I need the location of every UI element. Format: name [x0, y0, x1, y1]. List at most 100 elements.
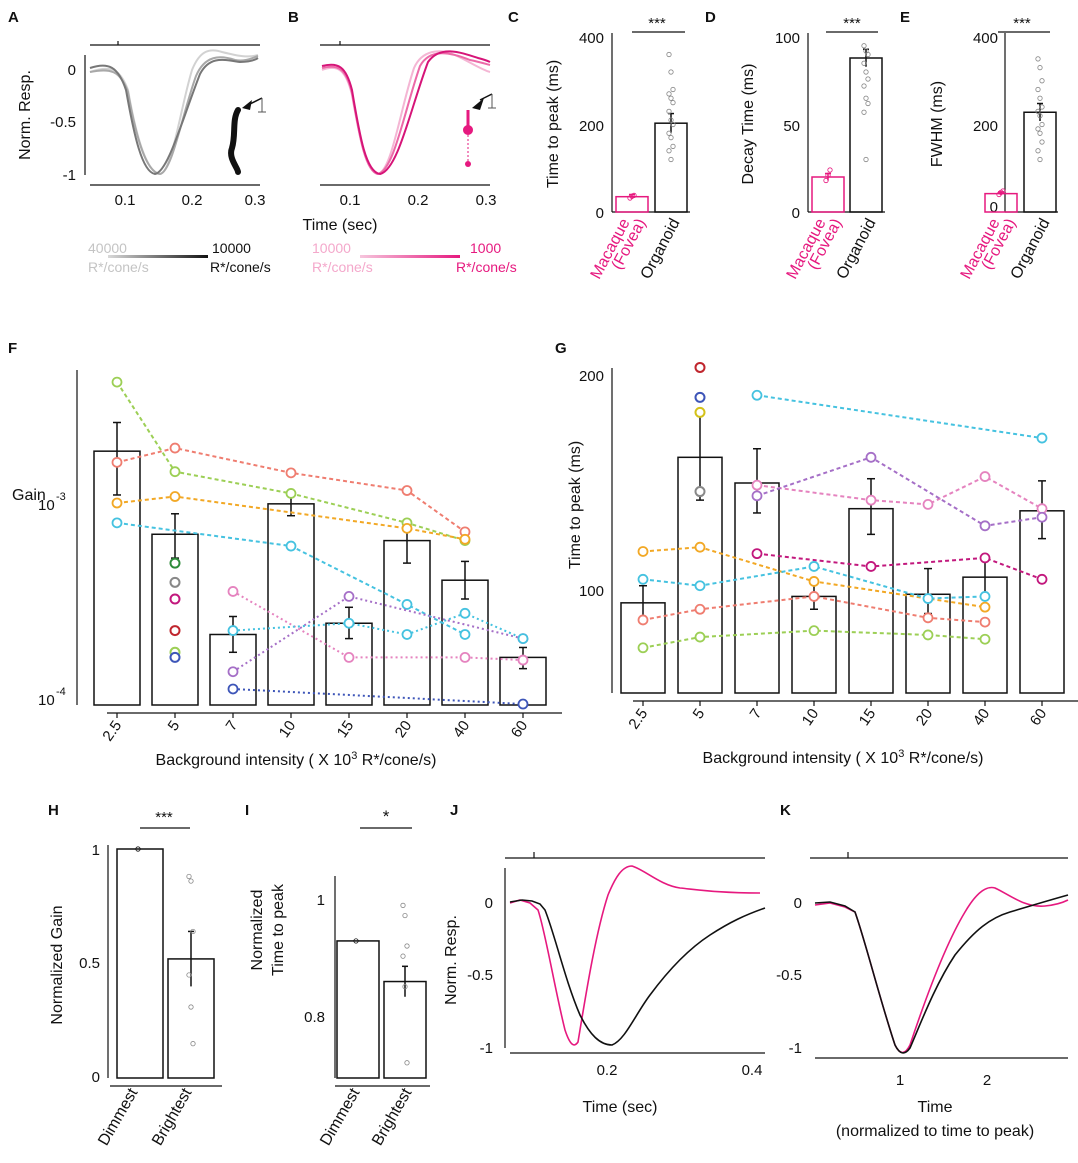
i-xlabel-brightest: Brightest — [369, 1085, 416, 1149]
scale-b-right: 1000 — [470, 240, 501, 256]
h-point-3 — [186, 972, 192, 978]
i-marks — [334, 876, 430, 1087]
trace-b-mid — [321, 52, 491, 176]
g-single-point-3 — [694, 486, 706, 498]
f-series-point-1 — [343, 591, 355, 602]
k-xtick-1: 2 — [983, 1072, 991, 1089]
f-xlabel-pre: Background intensity ( X 10 — [156, 752, 352, 769]
f-series-point-1 — [169, 491, 181, 502]
f-series-point-1 — [517, 698, 529, 710]
d-point-2 — [865, 51, 871, 58]
cone-icon-a — [228, 97, 266, 175]
e-ytick-2: 0 — [990, 199, 998, 216]
f-xtick-4: 15 — [334, 718, 357, 741]
g-xtick-5: 20 — [913, 706, 936, 729]
g-ytick-0: 200 — [579, 368, 604, 385]
scale-a-left-unit: R*/cone/s — [88, 259, 149, 275]
i-xlabel-dimmest: Dimmest — [317, 1085, 364, 1149]
scale-gradient-a — [108, 255, 208, 258]
j-xtick-1: 0.4 — [742, 1062, 763, 1079]
trace-j-organoid — [509, 899, 766, 1046]
e-point-12 — [1035, 148, 1041, 154]
f-single-point-0 — [169, 557, 181, 569]
f-series-point-0 — [111, 456, 123, 468]
panel-label-h: H — [48, 802, 59, 819]
e-point-0 — [1035, 56, 1041, 62]
j-ytick-1: -0.5 — [467, 967, 493, 984]
d-point-7 — [863, 95, 869, 101]
panel-label-j: J — [450, 802, 458, 819]
g-xtick-6: 40 — [970, 706, 993, 729]
g-ylabel: Time to peak (ms) — [567, 441, 584, 569]
panel-label-g: G — [555, 340, 567, 357]
f-series-point-2 — [459, 652, 471, 663]
i-bar-0 — [336, 940, 380, 1079]
g-bar-4 — [848, 507, 894, 694]
k-ytick-1: -0.5 — [776, 967, 802, 984]
f-series-point-2 — [285, 467, 297, 479]
k-xlabel-1: Time — [918, 1099, 953, 1116]
g-xtick-7: 60 — [1027, 706, 1050, 729]
c-point-9 — [666, 130, 672, 136]
h-significance: *** — [155, 809, 173, 826]
f-series-line — [232, 590, 524, 662]
f-series-line — [116, 521, 466, 636]
j-ylabel: Norm. Resp. — [443, 915, 460, 1005]
g-series-point-0 — [751, 389, 763, 401]
f-series-point-0 — [227, 683, 239, 695]
g-series-point-4 — [979, 616, 991, 628]
trace-b-bright — [321, 50, 491, 176]
b-xtick-2: 0.3 — [476, 192, 497, 209]
scale-b-left: 10000 — [312, 240, 351, 256]
c-point-3 — [666, 91, 672, 97]
f-single-point-1 — [169, 576, 181, 588]
c-point-11 — [670, 143, 676, 149]
f-series-point-2 — [401, 522, 413, 534]
g-series-point-1 — [694, 631, 706, 643]
panel-k: K 0 -0.5 -1 1 2 Time (normalized to time… — [776, 802, 1069, 1140]
i-point-4 — [402, 984, 408, 990]
g-single-point-0 — [694, 361, 706, 373]
g-single-point-1 — [694, 391, 706, 403]
g-series-point-0 — [637, 573, 649, 585]
ab-xlabel: Time (sec) — [303, 217, 378, 234]
b-xtick-1: 0.2 — [408, 192, 429, 209]
g-series-line — [756, 456, 1043, 527]
g-bar-3 — [791, 595, 837, 694]
g-series-point-4 — [1036, 503, 1048, 515]
e-point-2 — [1039, 78, 1045, 84]
e-point-2 — [1000, 188, 1006, 194]
g-xlabel-pre: Background intensity ( X 10 — [703, 750, 899, 767]
h-ytick-0: 1 — [92, 842, 100, 859]
a-ytick-0: 0 — [68, 62, 76, 79]
g-series-point-3 — [922, 593, 934, 604]
scale-b-left-unit: R*/cone/s — [312, 259, 373, 275]
g-ytick-1: 100 — [579, 583, 604, 600]
f-series-line — [116, 495, 466, 541]
g-series-point-2 — [808, 576, 820, 587]
d-bar-0 — [811, 176, 845, 213]
g-series-point-3 — [922, 629, 934, 641]
g-series-point-1 — [1036, 432, 1048, 444]
e-ytick-0: 400 — [973, 30, 998, 47]
d-marks — [807, 33, 885, 213]
c-significance: *** — [648, 15, 666, 32]
panel-j: J 0 -0.5 -1 0.2 0.4 Norm. Resp. Time (se… — [443, 802, 766, 1116]
panel-label-f: F — [8, 340, 17, 357]
j-xlabel: Time (sec) — [583, 1099, 658, 1116]
g-series-point-0 — [751, 490, 763, 502]
f-series-point-0 — [227, 586, 239, 597]
g-series-point-3 — [922, 612, 934, 624]
g-xtick-2: 7 — [747, 706, 766, 723]
f-bar-6 — [441, 579, 489, 706]
h-point-0 — [135, 846, 141, 852]
d-point-6 — [861, 83, 867, 89]
panel-label-i: I — [245, 802, 249, 819]
i-ylabel-1: Normalized — [249, 890, 266, 971]
trace-k-macaque — [814, 886, 1069, 1054]
g-series-point-3 — [979, 601, 991, 613]
f-xtick-0: 2.5 — [99, 718, 125, 745]
g-series-line — [756, 394, 1043, 440]
f-series-point-3 — [459, 533, 471, 545]
